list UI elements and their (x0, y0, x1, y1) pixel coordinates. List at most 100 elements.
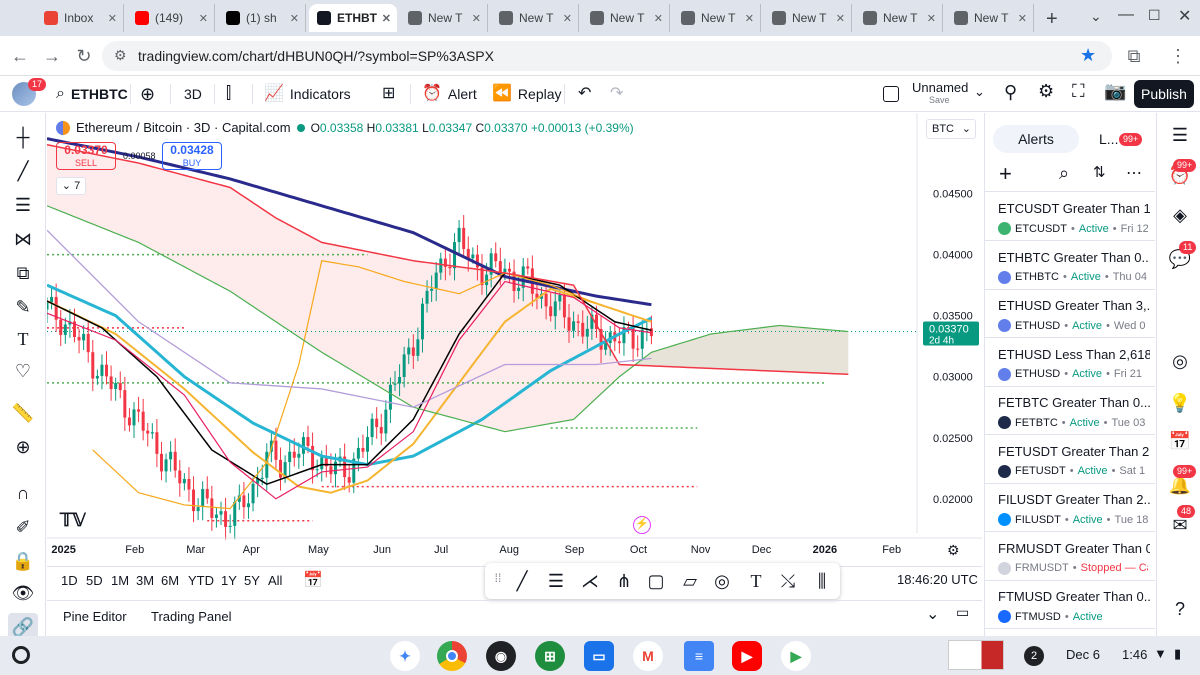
zoom-in-icon[interactable]: ⊕ (15, 436, 31, 457)
forward-arrow-icon[interactable]: → (43, 46, 61, 66)
camera-icon[interactable]: 📷 (1104, 81, 1127, 101)
close-tab-icon[interactable]: ✕ (835, 12, 845, 25)
close-tab-icon[interactable]: ✕ (107, 12, 117, 25)
browser-tab[interactable]: New T ✕ (491, 4, 579, 32)
currency-selector[interactable]: BTC ⌄ (926, 119, 976, 139)
legend-title[interactable]: Ethereum / Bitcoin · 3D · Capital.com (76, 120, 291, 135)
circle-target-icon[interactable]: ◎ (714, 571, 730, 591)
browser-tab[interactable]: New T ✕ (673, 4, 761, 32)
text-icon[interactable]: T (750, 571, 762, 591)
close-window-button[interactable]: ✕ (1178, 8, 1192, 25)
podcast-app-icon[interactable]: ◉ (486, 641, 516, 671)
close-tab-icon[interactable]: ✕ (289, 12, 299, 25)
bookmark-star-icon[interactable]: ★ (1080, 45, 1097, 65)
close-tab-icon[interactable]: ✕ (562, 12, 572, 25)
alert-button[interactable]: ⏰ Alert (422, 82, 477, 106)
tab-log[interactable]: L... (1099, 131, 1118, 147)
browser-tab[interactable]: New T ✕ (855, 4, 943, 32)
screenshot-thumbnail[interactable] (948, 640, 1004, 670)
gemini-app-icon[interactable]: ✦ (390, 641, 420, 671)
taskbar-date[interactable]: Dec 6 (1066, 647, 1100, 662)
ruler-icon[interactable]: 📏 (11, 402, 35, 423)
alert-item[interactable]: FILUSDT Greater Than 2.... FILUSDT • Active… (985, 484, 1155, 532)
panel-maximize-icon[interactable]: ▭ (956, 604, 970, 620)
indicators-button[interactable]: 📈 Indicators (264, 82, 351, 106)
alert-item[interactable]: FRMUSDT Greater Than 0... FRMUSDT • Stopped… (985, 533, 1155, 581)
hide-eye-icon[interactable]: 👁 (11, 582, 35, 603)
more-options-icon[interactable]: ⋯ (1126, 165, 1142, 182)
minimize-window-button[interactable]: — (1118, 6, 1134, 23)
site-info-icon[interactable]: ⚙ (114, 47, 127, 63)
timeframe-all[interactable]: All (268, 573, 283, 588)
lock-icon[interactable]: 🔒 (11, 550, 35, 571)
fib-tool-icon[interactable]: ☰ (547, 571, 565, 591)
ideas-icon[interactable]: ✉ (1172, 515, 1188, 535)
price-chart[interactable]: 0.050000.045000.040000.035000.030000.025… (47, 113, 982, 563)
fib-retracement-icon[interactable]: ☰ (14, 194, 32, 215)
back-arrow-icon[interactable]: ← (11, 46, 29, 66)
lightbulb-icon[interactable]: 💡 (1168, 393, 1192, 413)
lightning-event-icon[interactable]: ⚡ (633, 516, 651, 534)
pitchfork-icon[interactable]: ⋌ (581, 571, 599, 591)
browser-tab[interactable]: (149) ✕ (127, 4, 215, 32)
browser-tab[interactable]: New T ✕ (400, 4, 488, 32)
alert-item[interactable]: FETUSDT Greater Than 2... FETUSDT • Active •… (985, 436, 1155, 484)
chart-type-button[interactable]: ⫿ (226, 82, 231, 106)
clock-display[interactable]: 18:46:20 UTC (897, 572, 978, 587)
patterns-icon[interactable]: ⋈ (14, 228, 32, 249)
add-alert-plus-icon[interactable]: + (999, 161, 1012, 186)
taskbar-time[interactable]: 1:46 (1122, 647, 1148, 662)
replay-button[interactable]: ⏪ Replay (492, 82, 562, 106)
browser-tab[interactable]: New T ✕ (764, 4, 852, 32)
close-tab-icon[interactable]: ✕ (1017, 12, 1027, 25)
compare-symbol-button[interactable]: ⊕ (140, 82, 155, 106)
chat-icon[interactable]: 💬 (1168, 249, 1192, 269)
panel-tab-trading-panel[interactable]: Trading Panel (151, 609, 232, 624)
close-tab-icon[interactable]: ✕ (653, 12, 663, 25)
tab-alerts[interactable]: Alerts (993, 125, 1079, 153)
sell-button[interactable]: 0.03370 SELL (56, 142, 116, 170)
icons-heart-icon[interactable]: ♡ (14, 360, 32, 381)
url-text[interactable]: tradingview.com/chart/dHBUN0QH/?symbol=S… (138, 48, 494, 64)
sort-icon[interactable]: ⇅ (1093, 164, 1106, 181)
notification-count[interactable]: 2 (1024, 646, 1044, 666)
alert-item[interactable]: ETHUSD Greater Than 3,... ETHUSD • Active • W… (985, 290, 1155, 338)
timeframe-ytd[interactable]: YTD (188, 573, 214, 588)
brush-icon[interactable]: ✎ (15, 296, 31, 317)
projection-icon[interactable]: ⤯ (780, 571, 796, 591)
panel-tab-pine-editor[interactable]: Pine Editor (63, 609, 127, 624)
timeframe-1y[interactable]: 1Y (221, 573, 237, 588)
undo-button[interactable]: ↶ (578, 82, 591, 106)
docs-app-icon[interactable]: ≡ (684, 641, 714, 671)
alert-item[interactable]: ETHBTC Greater Than 0.... ETHBTC • Active • T… (985, 242, 1155, 290)
indicators-collapse-toggle[interactable]: ⌄ 7 (56, 177, 86, 195)
crosshair-icon[interactable]: ┼ (16, 126, 30, 147)
browser-tab[interactable]: New T ✕ (582, 4, 670, 32)
reload-icon[interactable]: ↻ (76, 46, 92, 66)
panel-collapse-chevron-icon[interactable]: ⌄ (926, 606, 940, 623)
browser-tab[interactable]: (1) sh ✕ (218, 4, 306, 32)
omnibox[interactable]: ⚙ tradingview.com/chart/dHBUN0QH/?symbol… (102, 41, 1112, 71)
templates-button[interactable]: ⊞ (382, 82, 395, 106)
close-tab-icon[interactable]: ✕ (744, 12, 754, 25)
notifications-bell-icon[interactable]: 🔔 (1168, 475, 1192, 495)
close-tab-icon[interactable]: ✕ (471, 12, 481, 25)
alert-item[interactable]: FTMUSD Greater Than 0.... FTMUSD • Active (985, 581, 1155, 629)
apps-grid-icon[interactable]: ⊞ (535, 641, 565, 671)
calendar-icon[interactable]: 📅 (1168, 431, 1192, 451)
timeframe-5d[interactable]: 5D (86, 573, 103, 588)
close-tab-icon[interactable]: ✕ (198, 12, 208, 25)
trend-line-icon[interactable]: ╱ (17, 160, 29, 181)
tab-search-chevron-icon[interactable]: ⌄ (1090, 8, 1102, 24)
layout-menu-chevron-icon[interactable]: ⌄ (974, 84, 985, 99)
text-tool-icon[interactable]: T (17, 328, 29, 349)
files-app-icon[interactable]: ▭ (584, 641, 614, 671)
gann-fan-icon[interactable]: ⋔ (616, 571, 632, 591)
watchlist-icon[interactable]: ☰ (1171, 125, 1189, 145)
volume-profile-icon[interactable]: ⫼ (817, 571, 827, 591)
maximize-window-button[interactable]: ☐ (1148, 7, 1161, 23)
redo-button[interactable]: ↷ (610, 82, 623, 106)
quick-search-icon[interactable]: ⚲ (1004, 82, 1018, 102)
close-tab-icon[interactable]: ✕ (926, 12, 936, 25)
youtube-app-icon[interactable]: ▶ (732, 641, 762, 671)
